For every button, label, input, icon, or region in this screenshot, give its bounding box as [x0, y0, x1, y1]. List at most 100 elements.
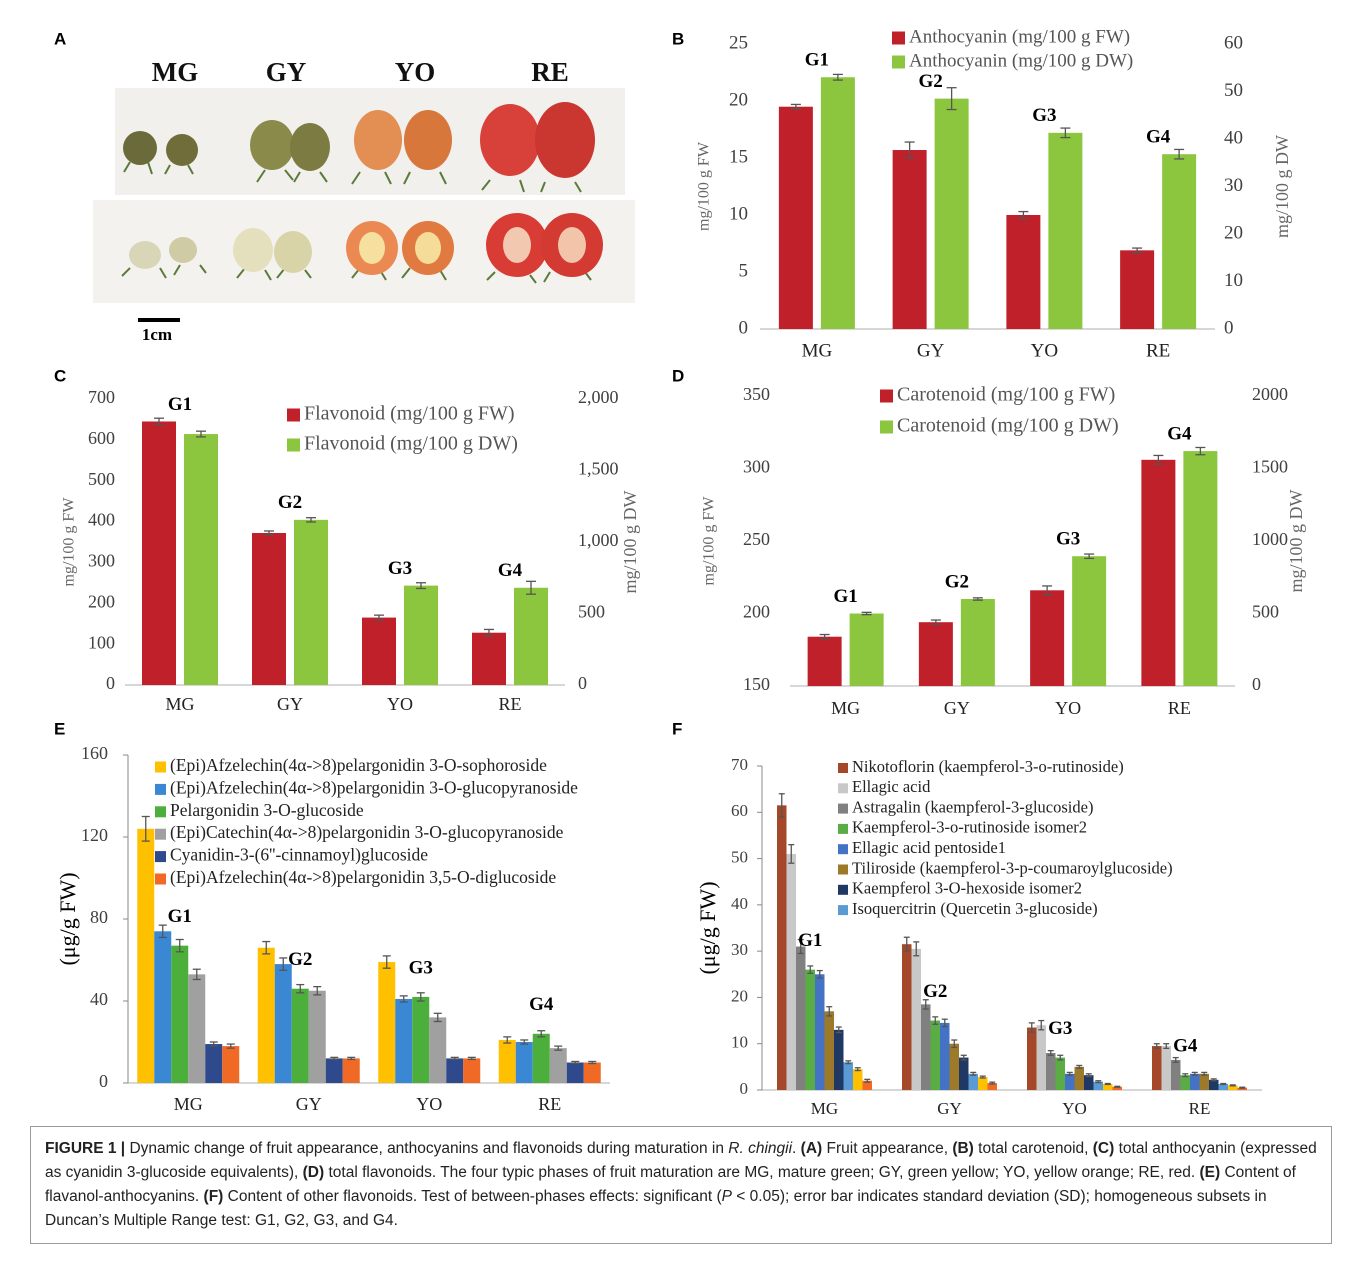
bar	[533, 1034, 550, 1083]
y2-tick-label: 500	[578, 602, 605, 622]
x-tick-label: RE	[538, 1094, 561, 1114]
bar	[940, 1023, 950, 1090]
y-tick-label: 60	[731, 801, 748, 820]
bar	[326, 1058, 343, 1083]
legend-swatch	[287, 409, 300, 422]
y2-tick-label: 60	[1224, 32, 1243, 53]
error-bar	[1220, 1084, 1226, 1085]
y-tick-label: 40	[731, 894, 748, 913]
x-tick-label: YO	[1031, 340, 1058, 361]
legend-swatch	[838, 763, 848, 773]
legend-swatch	[892, 56, 905, 69]
group-label: G4	[1173, 1036, 1198, 1057]
legend-label: Nikotoflorin (kaempferol-3-o-rutinoside)	[852, 757, 1124, 776]
y-tick-label: 500	[88, 469, 115, 489]
stage-label: MG	[152, 57, 199, 87]
legend-label: (Epi)Afzelechin(4α->8)pelargonidin 3-O-g…	[170, 777, 578, 797]
x-tick-label: YO	[1062, 1099, 1087, 1118]
bar	[815, 974, 825, 1090]
bar	[1084, 1075, 1094, 1090]
bar	[808, 637, 842, 686]
legend-label: Flavonoid (mg/100 g DW)	[304, 433, 518, 455]
x-tick-label: YO	[387, 694, 413, 714]
caption: FIGURE 1 | Dynamic change of fruit appea…	[30, 1126, 1332, 1244]
error-bar	[1230, 1085, 1236, 1086]
bar	[395, 999, 412, 1083]
legend-label: Carotenoid (mg/100 g FW)	[897, 384, 1115, 406]
y-tick-label: 20	[729, 89, 748, 110]
y-tick-label: 160	[81, 743, 108, 763]
y-tick-label: 70	[731, 755, 748, 774]
group-label: G4	[1146, 127, 1171, 148]
group-label: G3	[1056, 529, 1080, 550]
y-tick-label: 400	[88, 510, 115, 530]
bar	[429, 1017, 446, 1083]
bar	[362, 618, 396, 685]
group-label: G4	[498, 560, 523, 581]
y-axis-label: mg/100 g FW	[61, 497, 78, 587]
panel-label: A	[54, 29, 66, 48]
legend-label: (Epi)Catechin(4α->8)pelargonidin 3-O-glu…	[170, 822, 564, 842]
group-label: G4	[1167, 423, 1192, 444]
legend-swatch	[155, 851, 166, 862]
bar	[1065, 1074, 1075, 1090]
bar	[1181, 1075, 1191, 1090]
legend-label: Ellagic acid	[852, 777, 931, 796]
panel-label: D	[672, 366, 684, 385]
y2-tick-label: 2,000	[578, 387, 619, 407]
bar	[446, 1058, 463, 1083]
group-label: G1	[798, 930, 822, 951]
legend-swatch	[880, 390, 893, 403]
y-tick-label: 0	[739, 317, 749, 338]
legend-swatch	[838, 783, 848, 793]
bar	[931, 1021, 941, 1090]
bar	[343, 1058, 360, 1083]
x-tick-label: MG	[831, 698, 860, 718]
fruit-photo	[93, 88, 635, 320]
x-tick-label: MG	[811, 1099, 838, 1118]
caption-text: total flavonoids. The four typic phases …	[324, 1164, 1199, 1181]
legend-swatch	[838, 824, 848, 834]
group-label: G2	[923, 981, 947, 1002]
bar	[142, 421, 176, 685]
panel-label: C	[54, 366, 66, 385]
caption-text: (E)	[1199, 1164, 1220, 1181]
bar	[584, 1063, 601, 1084]
bar	[1048, 133, 1082, 329]
group-label: G2	[278, 492, 302, 513]
y-tick-label: 5	[739, 260, 749, 281]
legend-swatch	[155, 784, 166, 795]
bar	[1171, 1060, 1181, 1090]
y-tick-label: 250	[743, 529, 770, 549]
group-label: G2	[918, 71, 942, 92]
y2-tick-label: 2000	[1252, 384, 1288, 404]
error-bar	[306, 518, 316, 522]
bar	[205, 1044, 222, 1083]
bar	[806, 970, 816, 1090]
caption-text: total carotenoid,	[974, 1140, 1093, 1157]
y-axis-label: mg/100 g FW	[696, 141, 713, 231]
x-tick-label: RE	[498, 694, 521, 714]
bar	[1152, 1046, 1162, 1090]
stage-label: GY	[266, 57, 307, 87]
x-tick-label: GY	[917, 340, 945, 361]
caption-text: Content of other flavonoids. Test of bet…	[223, 1188, 721, 1205]
y2-tick-label: 1500	[1252, 457, 1288, 477]
bar	[184, 434, 218, 685]
caption-text: Fruit appearance,	[822, 1140, 952, 1157]
x-tick-label: RE	[1189, 1099, 1211, 1118]
legend-swatch	[838, 844, 848, 854]
bar	[378, 962, 395, 1083]
legend-label: Carotenoid (mg/100 g DW)	[897, 415, 1119, 437]
y2-tick-label: 30	[1224, 175, 1243, 196]
panel-label: F	[672, 719, 682, 738]
bar	[850, 614, 884, 687]
y2-tick-label: 10	[1224, 270, 1243, 291]
legend-label: Astragalin (kaempferol-3-glucoside)	[852, 797, 1093, 816]
x-tick-label: GY	[944, 698, 970, 718]
figure: A MG GY YO RE 1cm B051015202501020304050…	[0, 0, 1358, 1263]
group-label: G1	[805, 50, 829, 71]
bar	[154, 931, 171, 1083]
legend-label: Cyanidin-3-(6''-cinnamoyl)glucoside	[170, 845, 428, 865]
bar	[821, 77, 855, 329]
